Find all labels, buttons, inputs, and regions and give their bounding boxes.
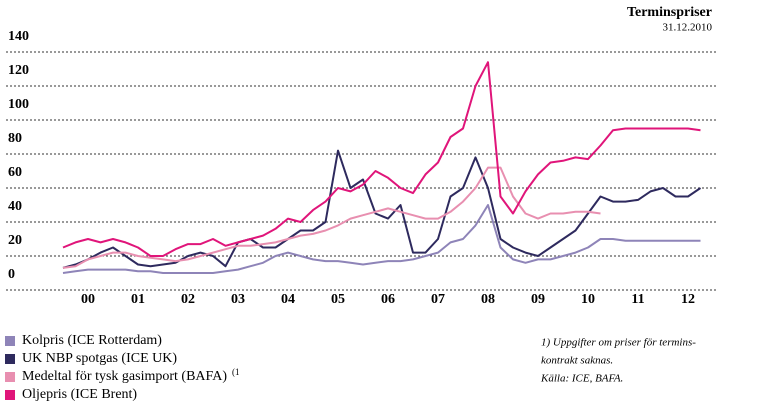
- x-tick-label: 04: [281, 292, 295, 307]
- x-tick-label: 05: [331, 292, 345, 307]
- x-tick-label: 01: [131, 292, 145, 307]
- legend-label: UK NBP spotgas (ICE UK): [22, 351, 177, 366]
- x-tick-label: 03: [231, 292, 245, 307]
- footnote: 1) Uppgifter om priser för termins-: [541, 337, 696, 349]
- x-tick-label: 09: [531, 292, 545, 307]
- y-tick-label: 120: [8, 63, 29, 78]
- footnote: kontrakt saknas.: [541, 355, 613, 367]
- x-tick-label: 02: [181, 292, 195, 307]
- x-tick-label: 12: [681, 292, 695, 307]
- x-tick-label: 08: [481, 292, 495, 307]
- legend-note: (1: [232, 367, 240, 377]
- series-line: [62, 204, 701, 274]
- y-tick-label: 80: [8, 131, 22, 146]
- x-tick-label: 07: [431, 292, 445, 307]
- legend-swatch: [5, 372, 15, 382]
- x-tick-label: 11: [631, 292, 644, 307]
- legend-label: Medeltal för tysk gasimport (BAFA): [22, 369, 227, 384]
- x-tick-label: 00: [81, 292, 95, 307]
- legend-swatch: [5, 354, 15, 364]
- x-tick-label: 06: [381, 292, 395, 307]
- x-tick-label: 10: [581, 292, 595, 307]
- y-tick-label: 0: [8, 267, 15, 282]
- chart-subtitle: 31.12.2010: [663, 22, 713, 34]
- y-tick-label: 60: [8, 165, 22, 180]
- legend-swatch: [5, 336, 15, 346]
- legend-label: Oljepris (ICE Brent): [22, 387, 137, 402]
- footnote: Källa: ICE, BAFA.: [540, 373, 623, 385]
- legend-label: Kolpris (ICE Rotterdam): [22, 333, 162, 348]
- y-tick-label: 40: [8, 199, 22, 214]
- series-line: [62, 61, 701, 257]
- y-tick-label: 20: [8, 233, 22, 248]
- legend-swatch: [5, 390, 15, 400]
- y-tick-label: 100: [8, 97, 29, 112]
- series-line: [62, 149, 702, 269]
- series-line: [62, 166, 601, 269]
- chart-title: Terminspriser: [627, 5, 712, 20]
- y-tick-label: 140: [8, 29, 29, 44]
